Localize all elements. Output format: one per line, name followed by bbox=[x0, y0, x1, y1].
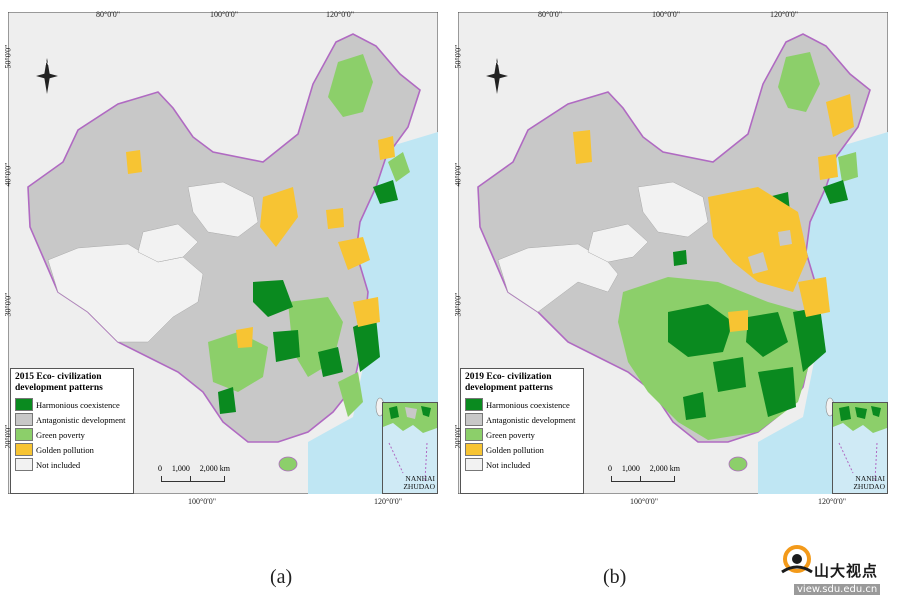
watermark-logo: 山大视点 view.sdu.edu.cn bbox=[778, 538, 900, 600]
legend-item-harmonious: Harmonious coexistence bbox=[15, 397, 129, 412]
legend-title: 2019 Eco- civilization development patte… bbox=[465, 372, 553, 393]
map-panel-b: 80°0'0" 100°0'0" 120°0'0" 100°0'0" 120°0… bbox=[453, 10, 888, 506]
scale-bar: 0 1,000 2,000 km bbox=[158, 464, 230, 482]
tick-lon-120-bottom: 120°0'0" bbox=[374, 497, 402, 506]
tick-lon-80: 80°0'0" bbox=[538, 10, 562, 19]
watermark-url: view.sdu.edu.cn bbox=[794, 584, 881, 595]
eye-logo-icon bbox=[781, 545, 813, 574]
svg-text:N: N bbox=[45, 61, 49, 67]
legend-title: 2015 Eco- civilization development patte… bbox=[15, 372, 103, 393]
tick-lon-120-bottom: 120°0'0" bbox=[818, 497, 846, 506]
legend: 2019 Eco- civilization development patte… bbox=[460, 368, 584, 494]
legend-item-golden-pollution: Golden pollution bbox=[15, 442, 129, 457]
tick-lon-80: 80°0'0" bbox=[96, 10, 120, 19]
legend-item-antagonistic: Antagonistic development bbox=[465, 412, 579, 427]
tick-lon-100-bottom: 100°0'0" bbox=[188, 497, 216, 506]
watermark-cn: 山大视点 bbox=[814, 562, 879, 580]
inset-label: NANHAI ZHUDAO bbox=[853, 474, 885, 491]
north-arrow-icon: N bbox=[486, 58, 508, 94]
map-2015 bbox=[8, 12, 438, 494]
tick-lat-30: 30°0'0" bbox=[453, 292, 463, 317]
tick-lon-100: 100°0'0" bbox=[210, 10, 238, 19]
scale-bar: 0 1,000 2,000 km bbox=[608, 464, 680, 482]
legend-item-not-included: Not included bbox=[15, 457, 129, 472]
legend-item-harmonious: Harmonious coexistence bbox=[465, 397, 579, 412]
legend-item-golden-pollution: Golden pollution bbox=[465, 442, 579, 457]
caption-a: (a) bbox=[270, 566, 293, 588]
svg-text:N: N bbox=[495, 61, 499, 67]
legend: 2015 Eco- civilization development patte… bbox=[10, 368, 134, 494]
nanhai-inset-map: NANHAI ZHUDAO bbox=[382, 402, 438, 494]
tick-lon-100: 100°0'0" bbox=[652, 10, 680, 19]
inset-label: NANHAI ZHUDAO bbox=[403, 474, 435, 491]
legend-item-antagonistic: Antagonistic development bbox=[15, 412, 129, 427]
tick-lat-30: 30°0'0" bbox=[3, 292, 13, 317]
tick-lat-50: 50°0'0" bbox=[3, 44, 13, 69]
tick-lat-40: 40°0'0" bbox=[3, 162, 13, 187]
caption-b: (b) bbox=[603, 566, 627, 588]
tick-lon-120: 120°0'0" bbox=[770, 10, 798, 19]
legend-item-green-poverty: Green poverty bbox=[465, 427, 579, 442]
nanhai-inset-map: NANHAI ZHUDAO bbox=[832, 402, 888, 494]
tick-lon-120: 120°0'0" bbox=[326, 10, 354, 19]
map-panel-a: 80°0'0" 100°0'0" 120°0'0" 100°0'0" 120°0… bbox=[3, 10, 438, 506]
legend-item-not-included: Not included bbox=[465, 457, 579, 472]
legend-item-green-poverty: Green poverty bbox=[15, 427, 129, 442]
tick-lat-50: 50°0'0" bbox=[453, 44, 463, 69]
tick-lon-100-bottom: 100°0'0" bbox=[630, 497, 658, 506]
north-arrow-icon: N bbox=[36, 58, 58, 94]
tick-lat-40: 40°0'0" bbox=[453, 162, 463, 187]
